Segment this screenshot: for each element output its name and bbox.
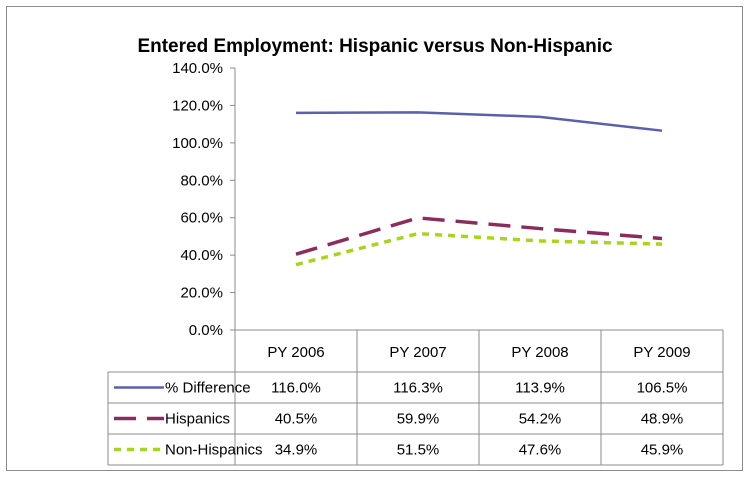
data-label: 113.9% xyxy=(515,380,565,397)
legend-label: Hispanics xyxy=(165,411,230,428)
y-tick-label: 100.0% xyxy=(172,135,223,152)
legend-label: Non-Hispanics xyxy=(165,442,263,459)
legend-label: % Difference xyxy=(165,380,251,397)
data-label: 116.3% xyxy=(393,380,443,397)
data-label: 48.9% xyxy=(641,411,684,428)
data-label: 40.5% xyxy=(275,411,318,428)
chart-title: Entered Employment: Hispanic versus Non-… xyxy=(137,36,613,57)
chart-border xyxy=(6,6,743,471)
data-label: 47.6% xyxy=(519,442,562,459)
x-tick-label: PY 2006 xyxy=(267,344,324,361)
data-label: 116.0% xyxy=(271,380,321,397)
data-label: 45.9% xyxy=(641,442,684,459)
data-label: 59.9% xyxy=(397,411,440,428)
y-tick-label: 20.0% xyxy=(180,285,223,302)
y-tick-label: 140.0% xyxy=(172,60,223,77)
y-tick-label: 120.0% xyxy=(172,97,223,114)
x-tick-label: PY 2007 xyxy=(389,344,446,361)
series-line xyxy=(295,111,663,132)
y-tick-label: 40.0% xyxy=(180,247,223,264)
series-line xyxy=(295,216,663,256)
data-label: 54.2% xyxy=(519,411,562,428)
x-tick-label: PY 2008 xyxy=(511,344,568,361)
data-label: 34.9% xyxy=(275,442,318,459)
y-tick-label: 60.0% xyxy=(180,210,223,227)
y-tick-label: 80.0% xyxy=(180,172,223,189)
y-tick-label: 0.0% xyxy=(189,322,223,339)
data-label: 51.5% xyxy=(397,442,440,459)
series-line xyxy=(295,231,663,267)
data-label: 106.5% xyxy=(637,380,688,397)
x-tick-label: PY 2009 xyxy=(633,344,690,361)
